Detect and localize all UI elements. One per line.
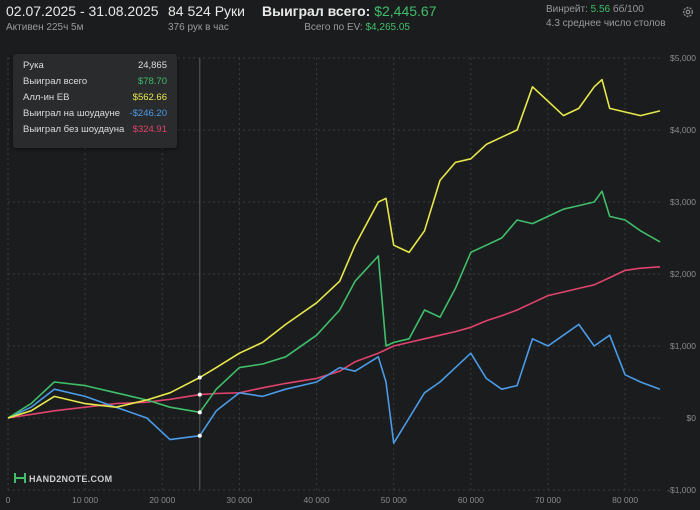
hover-point — [197, 433, 202, 438]
stats-header: 02.07.2025 - 31.08.2025 Активен 225ч 5м … — [0, 0, 700, 36]
y-tick-label: $1,000 — [670, 341, 696, 351]
x-tick-label: 70 000 — [535, 495, 561, 505]
x-tick-label: 80 000 — [612, 495, 638, 505]
logo-text: HAND2NOTE.COM — [29, 474, 113, 484]
gear-icon[interactable] — [681, 5, 695, 19]
hands-block: 84 524 Руки 376 рук в час — [168, 3, 245, 33]
hands-count: 84 524 Руки — [168, 3, 245, 19]
ev-total: Всего по EV: $4,265.05 — [262, 22, 410, 33]
tooltip-value: $324.91 — [132, 124, 167, 135]
series-line-won-total — [7, 190, 661, 419]
ev-label: Всего по EV: — [304, 22, 363, 33]
y-tick-label: $5,000 — [670, 53, 696, 63]
tooltip-label: Выиграл на шоудауне — [23, 108, 121, 119]
x-tick-label: 20 000 — [149, 495, 175, 505]
tooltip-label: Выиграл без шоудауна — [23, 124, 125, 135]
y-tick-label: $4,000 — [670, 125, 696, 135]
date-range[interactable]: 02.07.2025 - 31.08.2025 — [6, 3, 159, 19]
active-time: Активен 225ч 5м — [6, 22, 84, 33]
hover-point — [197, 410, 202, 415]
y-tick-label: $0 — [687, 413, 697, 423]
x-axis-labels: 0 10 000 20 000 30 000 40 000 50 000 60 000 70 … — [6, 495, 639, 505]
won-total: Выиграл всего: $2,445.67 — [262, 3, 437, 19]
winrate-suffix: бб/100 — [612, 4, 644, 15]
won-block: Выиграл всего: $2,445.67 Всего по EV: $4… — [262, 3, 437, 33]
tooltip-value: $562.66 — [132, 92, 167, 103]
tooltip-row-hand: Рука 24,865 — [23, 58, 167, 74]
x-tick-label: 60 000 — [458, 495, 484, 505]
winrate-value: 5.56 — [590, 4, 611, 15]
y-tick-label: -$1,000 — [667, 485, 696, 495]
series-line-non-showdown — [7, 266, 661, 419]
hand2note-logo: HAND2NOTE.COM — [14, 473, 112, 484]
hover-point — [197, 375, 202, 380]
x-tick-label: 10 000 — [72, 495, 98, 505]
x-tick-label: 30 000 — [226, 495, 252, 505]
hover-marker — [197, 58, 202, 490]
x-tick-label: 0 — [6, 495, 11, 505]
date-block: 02.07.2025 - 31.08.2025 Активен 225ч 5м — [6, 3, 159, 33]
ev-value: $4,265.05 — [365, 22, 411, 33]
y-tick-label: $2,000 — [670, 269, 696, 279]
winrate-block: Винрейт: 5.56 бб/100 4.3 среднее число с… — [546, 4, 666, 29]
won-total-value: $2,445.67 — [374, 3, 437, 19]
series-line-allin-ev — [7, 78, 661, 419]
hover-point — [197, 392, 202, 397]
hover-tooltip: Рука 24,865 Выиграл всего $78.70 Алл-ин … — [13, 54, 177, 148]
won-total-label: Выиграл всего: — [262, 3, 371, 19]
tooltip-row-showdown: Выиграл на шоудауне -$246.20 — [23, 106, 167, 122]
series-line-showdown — [7, 323, 661, 445]
avg-tables: 4.3 среднее число столов — [546, 18, 666, 29]
tooltip-label: Рука — [23, 60, 44, 71]
tooltip-label: Алл-ин EB — [23, 92, 70, 103]
tooltip-label: Выиграл всего — [23, 76, 88, 87]
y-tick-label: $3,000 — [670, 197, 696, 207]
tooltip-row-won-total: Выиграл всего $78.70 — [23, 74, 167, 90]
winrate-label: Винрейт: — [546, 4, 588, 15]
y-axis-labels: -$1,000 $0 $1,000 $2,000 $3,000 $4,000 $5,000 — [667, 53, 696, 495]
tooltip-value: $78.70 — [137, 76, 167, 87]
logo-icon — [14, 473, 26, 483]
tooltip-value: -$246.20 — [129, 108, 167, 119]
hands-per-hour: 376 рук в час — [168, 22, 229, 33]
tooltip-row-non-showdown: Выиграл без шоудауна $324.91 — [23, 122, 167, 138]
winrate: Винрейт: 5.56 бб/100 — [546, 4, 666, 15]
x-tick-label: 50 000 — [381, 495, 407, 505]
tooltip-row-allin-ev: Алл-ин EB $562.66 — [23, 90, 167, 106]
chart-lines — [7, 78, 661, 445]
tooltip-value: 24,865 — [137, 60, 167, 71]
x-tick-label: 40 000 — [304, 495, 330, 505]
